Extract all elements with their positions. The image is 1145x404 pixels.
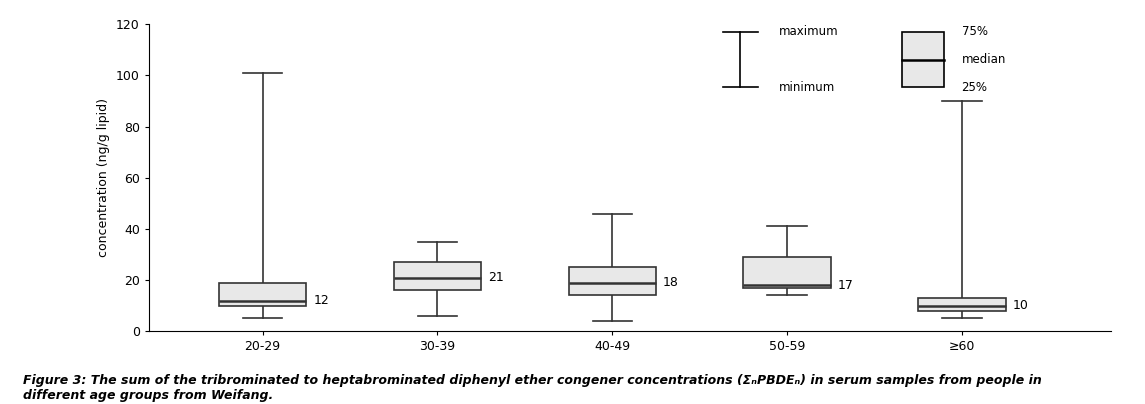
Bar	[743, 257, 831, 288]
Text: 25%: 25%	[962, 81, 988, 94]
Text: Figure 3: The sum of the tribrominated to heptabrominated diphenyl ether congene: Figure 3: The sum of the tribrominated t…	[23, 374, 1042, 402]
Bar	[394, 262, 481, 290]
Bar	[569, 267, 656, 295]
Bar	[918, 298, 1005, 311]
Text: 17: 17	[838, 279, 854, 292]
Y-axis label: concentration (ng/g lipid): concentration (ng/g lipid)	[97, 98, 110, 257]
Text: 10: 10	[1012, 299, 1028, 312]
Bar	[902, 32, 945, 87]
Text: 21: 21	[488, 271, 504, 284]
Text: 12: 12	[314, 294, 329, 307]
Text: 75%: 75%	[962, 25, 988, 38]
Bar	[219, 283, 306, 306]
Text: minimum: minimum	[779, 81, 835, 94]
Text: median: median	[962, 53, 1006, 66]
Text: maximum: maximum	[779, 25, 838, 38]
Text: 18: 18	[663, 276, 679, 289]
